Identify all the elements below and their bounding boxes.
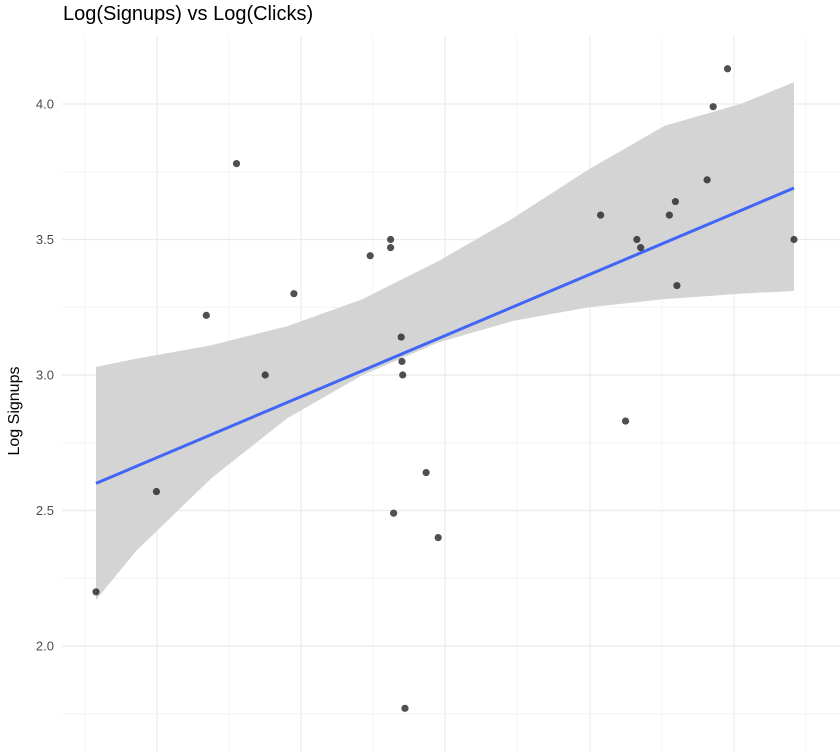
regression-line xyxy=(95,186,795,485)
data-point xyxy=(390,509,398,517)
data-point xyxy=(597,211,605,219)
data-point xyxy=(387,235,395,244)
data-point xyxy=(202,311,210,319)
data-point xyxy=(92,588,100,596)
data-point xyxy=(261,371,269,379)
data-point xyxy=(633,235,641,244)
data-point xyxy=(621,417,630,425)
y-tick-label: 2.0 xyxy=(36,639,54,654)
data-point xyxy=(703,176,711,184)
y-tick-label: 4.0 xyxy=(36,97,54,112)
data-point xyxy=(671,197,680,206)
data-points-layer xyxy=(92,65,798,712)
y-tick-label: 3.0 xyxy=(36,368,54,383)
data-point xyxy=(434,534,442,542)
y-tick-labels: 2.0 2.5 3.0 3.5 4.0 xyxy=(36,97,54,654)
data-point xyxy=(723,65,732,73)
data-point xyxy=(397,333,405,341)
data-point xyxy=(790,235,798,244)
data-point xyxy=(290,290,298,298)
chart-title: Log(Signups) vs Log(Clicks) xyxy=(63,3,314,25)
y-tick-label: 2.5 xyxy=(36,503,54,518)
y-tick-label: 3.5 xyxy=(36,232,54,247)
data-point xyxy=(387,244,395,252)
confidence-band-layer xyxy=(96,82,794,600)
data-point xyxy=(232,160,241,168)
data-point xyxy=(673,281,681,290)
data-point xyxy=(399,371,407,379)
data-point xyxy=(401,704,409,712)
confidence-band xyxy=(96,82,794,600)
data-point xyxy=(152,487,161,496)
data-point xyxy=(366,252,374,260)
data-point xyxy=(709,103,717,111)
data-point xyxy=(422,468,430,477)
data-point xyxy=(637,244,645,252)
data-point xyxy=(665,211,673,219)
fit-line-layer xyxy=(95,186,795,485)
data-point xyxy=(398,357,406,366)
